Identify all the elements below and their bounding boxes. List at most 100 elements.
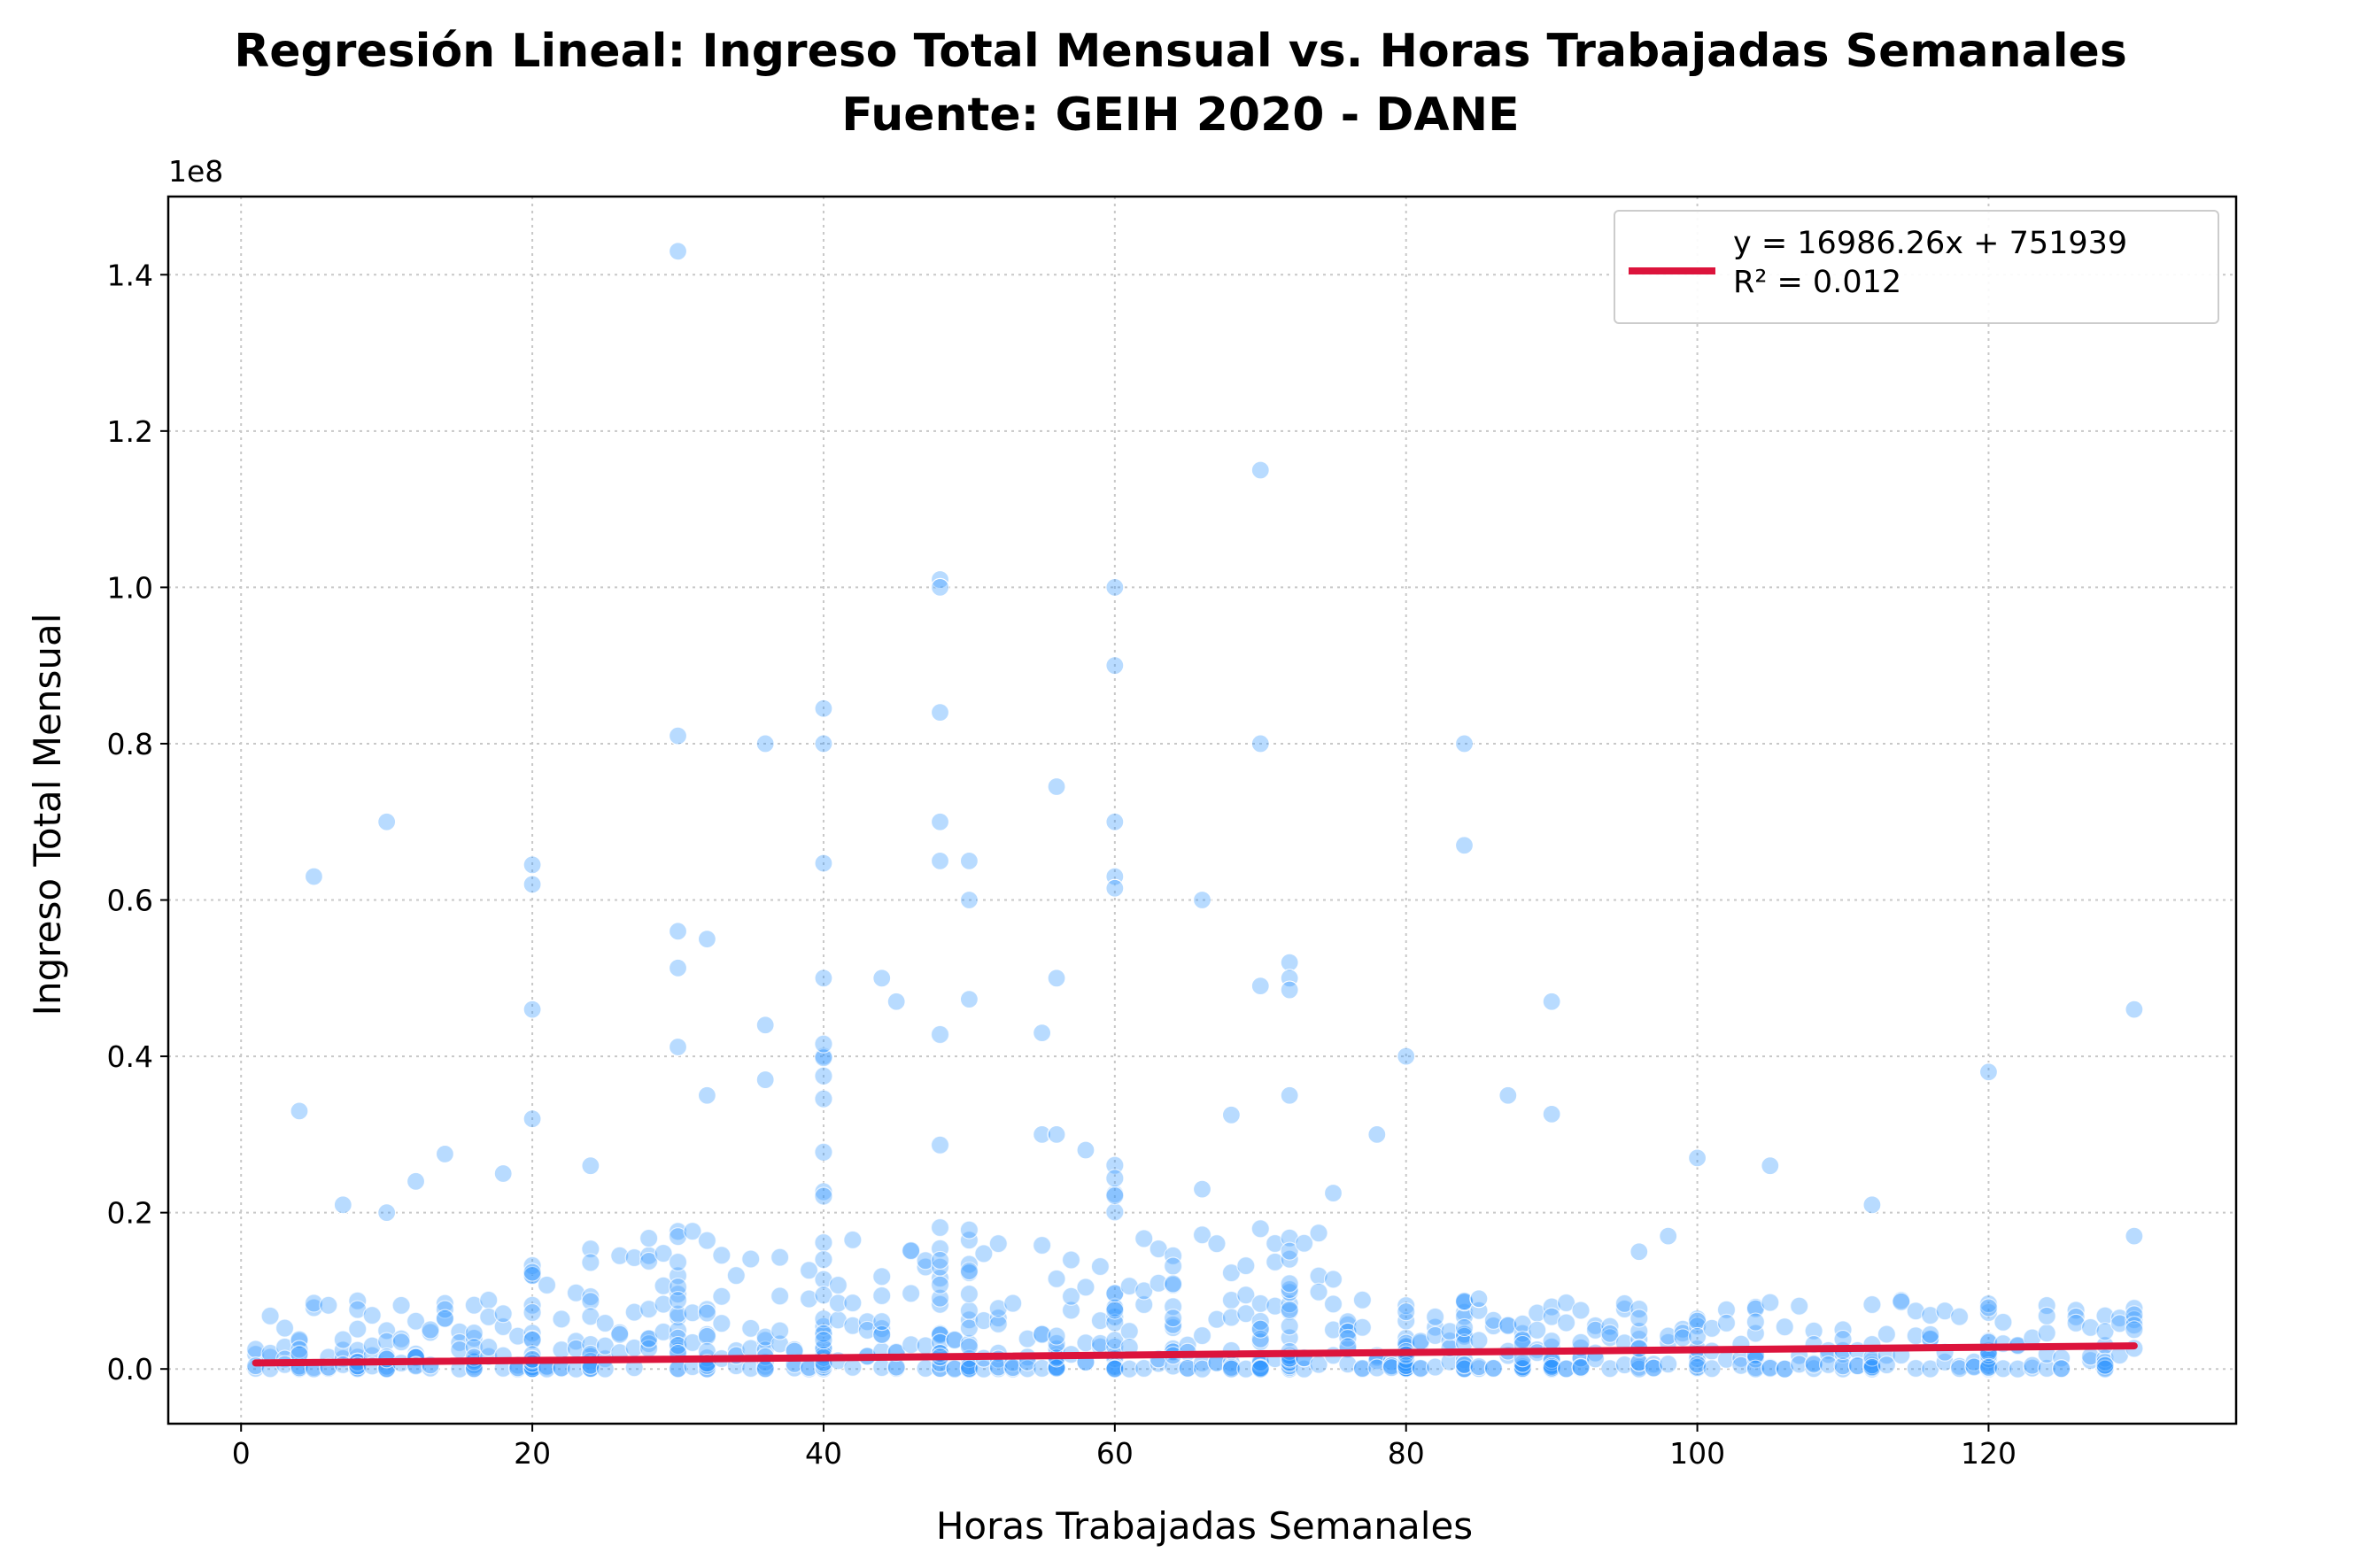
- scatter-point: [2095, 1322, 2115, 1341]
- scatter-point: [988, 1309, 1008, 1328]
- scatter-point: [930, 1250, 950, 1271]
- scatter-point: [2095, 1306, 2115, 1325]
- scatter-point: [1644, 1358, 1663, 1378]
- scatter-point: [1702, 1359, 1722, 1379]
- scatter-point: [697, 1231, 717, 1250]
- scatter-point: [1221, 1105, 1241, 1124]
- scatter-point: [1790, 1296, 1809, 1316]
- scatter-point: [1280, 953, 1299, 972]
- scatter-point: [828, 1294, 848, 1313]
- scatter-point: [1993, 1359, 2013, 1379]
- scatter-point: [668, 1222, 688, 1241]
- scatter-point: [2095, 1356, 2115, 1375]
- scatter-point: [1614, 1294, 1634, 1313]
- y-axis-offset-text: 1e8: [168, 154, 223, 189]
- scatter-point: [1600, 1317, 1620, 1336]
- scatter-point: [1338, 1328, 1358, 1348]
- scatter-point: [683, 1222, 702, 1241]
- scatter-point: [1629, 1242, 1649, 1262]
- scatter-point: [712, 1286, 732, 1306]
- scatter-point: [726, 1266, 746, 1286]
- scatter-point: [348, 1300, 368, 1319]
- scatter-point: [930, 569, 950, 590]
- scatter-point: [523, 1295, 542, 1315]
- scatter-point: [930, 1135, 950, 1155]
- scatter-point: [1542, 1297, 1561, 1317]
- scatter-point: [814, 1270, 833, 1289]
- scatter-point: [930, 1275, 950, 1294]
- scatter-point: [1818, 1355, 1838, 1374]
- scatter-point: [1556, 1293, 1576, 1313]
- scatter-point: [1047, 1269, 1066, 1288]
- scatter-point: [581, 1156, 600, 1176]
- scatter-point: [1280, 1279, 1299, 1300]
- scatter-point: [1687, 1148, 1707, 1168]
- x-tick-label: 80: [1388, 1436, 1425, 1471]
- scatter-point: [814, 1048, 833, 1068]
- scatter-point: [1134, 1229, 1154, 1248]
- scatter-point: [2052, 1359, 2071, 1379]
- scatter-point: [639, 1251, 659, 1271]
- scatter-point: [755, 1016, 775, 1035]
- scatter-point: [668, 1328, 688, 1348]
- scatter-point: [1061, 1301, 1081, 1320]
- scatter-point: [333, 1330, 352, 1349]
- scatter-point: [814, 969, 833, 988]
- scatter-point: [421, 1320, 440, 1340]
- scatter-point: [1629, 1359, 1649, 1379]
- scatter-point: [2037, 1306, 2056, 1326]
- scatter-point: [1614, 1355, 1634, 1375]
- scatter-point: [1250, 734, 1270, 753]
- scatter-point: [828, 1310, 848, 1330]
- scatter-point: [930, 1217, 950, 1238]
- scatter-point: [537, 1275, 557, 1295]
- scatter-point: [770, 1247, 790, 1267]
- scatter-point: [1440, 1322, 1459, 1341]
- scatter-point: [988, 1234, 1008, 1254]
- scatter-point: [2125, 1320, 2144, 1340]
- scatter-point: [872, 1312, 892, 1332]
- scatter-point: [1047, 1124, 1066, 1144]
- scatter-point: [523, 1000, 542, 1019]
- scatter-point: [1454, 1302, 1475, 1322]
- scatter-point: [668, 958, 688, 977]
- scatter-point: [1192, 890, 1212, 910]
- scatter-point: [304, 867, 324, 886]
- scatter-point: [1397, 1356, 1416, 1376]
- scatter-point: [697, 1085, 717, 1105]
- scatter-point: [2066, 1307, 2086, 1326]
- scatter-point: [595, 1313, 615, 1333]
- scatter-point: [566, 1332, 586, 1351]
- scatter-point: [668, 1291, 688, 1310]
- scatter-point: [493, 1304, 513, 1324]
- scatter-point: [930, 1332, 950, 1352]
- scatter-point: [1397, 1295, 1416, 1316]
- scatter-point: [1033, 1124, 1052, 1144]
- scatter-point: [1207, 1234, 1227, 1254]
- scatter-point: [2008, 1359, 2027, 1379]
- scatter-point: [523, 1263, 542, 1282]
- scatter-point: [1498, 1316, 1518, 1335]
- scatter-point: [523, 1255, 542, 1275]
- scatter-point: [959, 1359, 979, 1379]
- scatter-point: [493, 1163, 513, 1184]
- scatter-point: [1047, 969, 1066, 988]
- scatter-point: [2125, 1299, 2144, 1318]
- scatter-point: [1309, 1282, 1328, 1302]
- scatter-point: [1295, 1359, 1314, 1379]
- scatter-point: [828, 1275, 848, 1295]
- scatter-point: [290, 1101, 309, 1121]
- scatter-point: [930, 1294, 950, 1314]
- scatter-point: [1833, 1320, 1853, 1340]
- scatter-point: [1498, 1085, 1518, 1105]
- legend-equation: y = 16986.26x + 751939: [1733, 226, 2128, 261]
- scatter-point: [814, 1186, 833, 1206]
- scatter-point: [1309, 1224, 1328, 1243]
- scatter-point: [668, 1266, 688, 1286]
- scatter-point: [2125, 1316, 2144, 1335]
- scatter-point: [1862, 1294, 1882, 1315]
- scatter-point: [1192, 1325, 1212, 1346]
- scatter-point: [1949, 1307, 1970, 1326]
- scatter-point: [1600, 1324, 1620, 1343]
- scatter-point: [1454, 1355, 1475, 1375]
